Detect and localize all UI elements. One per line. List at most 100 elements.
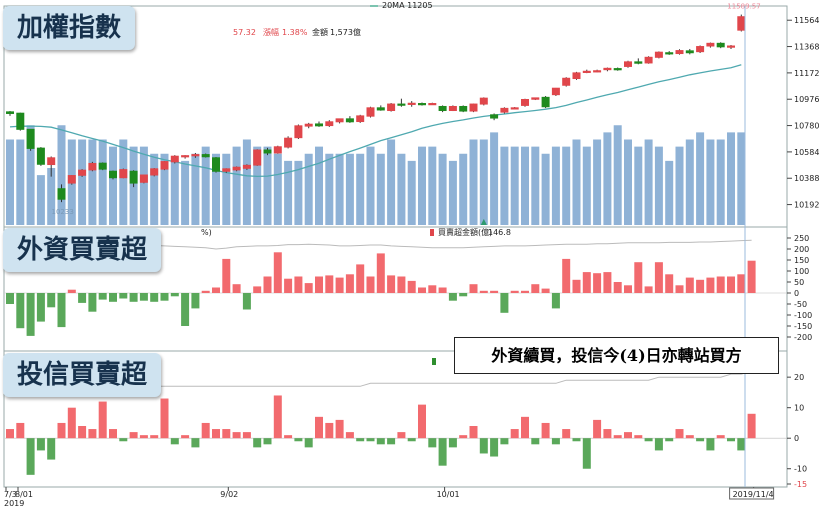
x-year-label: 2019 — [4, 499, 24, 507]
y-tick-label: 0 — [794, 434, 799, 443]
net-buy-bar — [387, 438, 396, 445]
candle — [335, 118, 344, 123]
y-tick-label: 200 — [794, 245, 809, 254]
y-tick-label: -100 — [794, 311, 812, 320]
net-buy-bar — [469, 426, 478, 439]
volume-bar — [562, 146, 571, 225]
net-buy-bar — [88, 293, 97, 312]
net-buy-bar — [26, 438, 35, 475]
net-buy-bar — [397, 432, 406, 439]
net-buy-bar — [160, 398, 169, 439]
candle — [551, 87, 560, 96]
net-buy-bar — [438, 287, 447, 293]
volume-bar — [479, 139, 488, 225]
net-buy-bar — [572, 279, 581, 293]
candle — [88, 162, 97, 171]
net-buy-bar — [88, 429, 97, 439]
amount-value: 1,573億 — [330, 27, 361, 37]
net-buy-bar — [696, 279, 705, 293]
net-buy-bar — [16, 422, 25, 439]
net-buy-bar — [222, 258, 231, 293]
candle — [613, 68, 622, 71]
net-buy-bar — [181, 293, 190, 326]
min-price-label: 10233 — [52, 208, 74, 216]
net-buy-bar — [624, 285, 632, 293]
net-buy-bar — [78, 426, 87, 439]
net-buy-bar — [129, 432, 138, 439]
candle — [222, 168, 231, 172]
volume-bar — [294, 160, 303, 225]
volume-bar — [387, 139, 396, 225]
net-buy-bar — [428, 438, 437, 448]
candle — [531, 97, 540, 100]
volume-bar — [98, 139, 107, 225]
net-buy-bar — [397, 276, 406, 293]
y-tick-label: 11368 — [794, 43, 819, 52]
net-buy-bar — [613, 282, 622, 293]
volume-bar — [438, 153, 447, 225]
candle — [150, 168, 159, 176]
volume-bar — [109, 146, 117, 225]
net-buy-bar — [201, 422, 210, 439]
volume-bar — [593, 139, 602, 225]
net-buy-bar — [510, 290, 519, 293]
y-tick-label: -150 — [794, 322, 812, 331]
net-buy-bar — [551, 293, 560, 309]
volume-bar — [716, 139, 725, 225]
candle — [345, 118, 354, 123]
net-buy-bar — [26, 293, 35, 336]
net-buy-bar — [582, 438, 591, 469]
volume-bar — [366, 146, 375, 225]
volume-bar — [36, 175, 45, 225]
volume-bar — [78, 139, 87, 225]
y-tick-label: -15 — [794, 480, 807, 489]
net-buy-bar — [479, 290, 488, 293]
candle — [47, 157, 56, 166]
candle — [109, 170, 117, 179]
volume-bar — [345, 153, 354, 225]
net-buy-bar — [78, 293, 87, 303]
net-buy-bar — [634, 262, 643, 293]
ma-label: 20MA 11205 — [382, 1, 433, 10]
candle — [572, 72, 581, 80]
net-buy-bar — [242, 293, 251, 310]
net-buy-bar — [191, 438, 200, 448]
net-buy-bar — [242, 432, 251, 439]
volume-bar — [273, 153, 282, 225]
volume-bar — [232, 146, 241, 225]
candle — [57, 188, 66, 200]
net-buy-bar — [603, 429, 612, 439]
net-buy-bar — [665, 438, 674, 442]
net-buy-bar — [407, 438, 416, 442]
candle — [448, 105, 457, 112]
net-buy-bar — [716, 276, 725, 293]
x-tick-label: 8/01 — [15, 490, 33, 499]
volume-bar — [119, 139, 128, 225]
net-buy-bar — [654, 262, 663, 293]
volume-bar — [181, 160, 190, 225]
net-buy-bar — [706, 277, 715, 293]
net-buy-bar — [490, 290, 499, 293]
trust-badge: 投信買賣超 — [3, 353, 162, 397]
net-buy-bar — [448, 438, 457, 448]
net-buy-bar — [531, 438, 540, 445]
net-buy-bar — [212, 287, 220, 293]
candle — [479, 97, 488, 105]
net-buy-bar — [479, 438, 488, 454]
net-buy-bar — [98, 401, 107, 439]
net-buy-bar — [222, 429, 231, 439]
x-tick-label: 10/01 — [437, 490, 460, 499]
net-buy-bar — [109, 293, 117, 302]
y-tick-label: 50 — [794, 278, 804, 287]
volume-bar — [624, 139, 632, 225]
net-buy-bar — [366, 276, 375, 293]
candle — [696, 46, 705, 53]
foreign-badge: 外資買賣超 — [3, 228, 162, 272]
volume-bar — [696, 132, 705, 225]
foreign-header: %) 買賣超金額(億) 146.8 — [201, 227, 511, 237]
net-buy-bar — [737, 274, 746, 293]
volume-bar — [284, 160, 293, 225]
candle — [212, 157, 220, 172]
net-buy-bar — [562, 429, 571, 439]
y-tick-label: 10780 — [794, 122, 819, 131]
